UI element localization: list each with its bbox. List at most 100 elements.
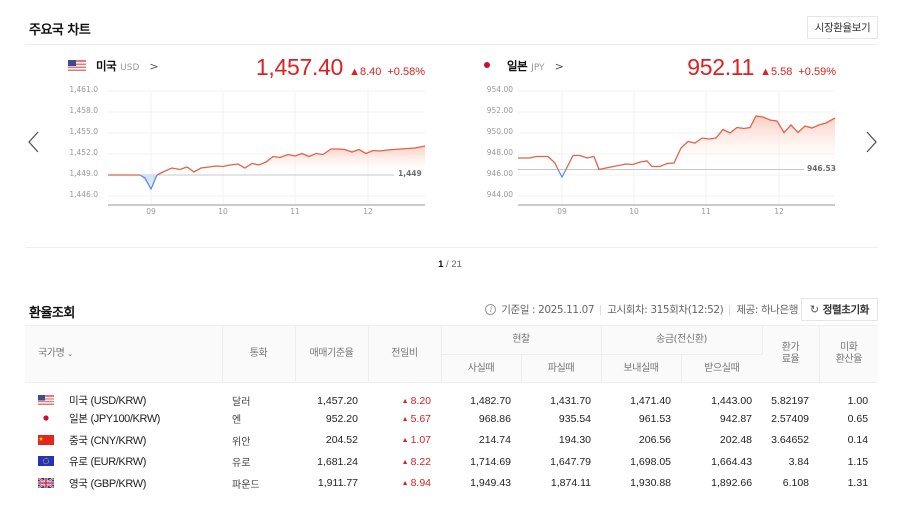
chart-price: 952.11 bbox=[687, 54, 755, 80]
x-tick: 11 bbox=[701, 207, 711, 216]
cash-sell: 935.54 bbox=[558, 412, 592, 425]
table-row[interactable]: 중국 (CNY/KRW) 위안 204.52 ▲ 1.07 214.74 194.… bbox=[25, 430, 878, 452]
pager-separator: / bbox=[443, 259, 452, 270]
chart-change: ▲5.58 bbox=[760, 66, 793, 78]
usd-rate: 1.31 bbox=[847, 477, 869, 490]
prev-day-change: ▲ 8.94 bbox=[401, 477, 431, 490]
x-tick: 12 bbox=[774, 207, 784, 216]
usd-rate: 1.15 bbox=[847, 455, 869, 468]
market-rate-button[interactable]: 시장환율보기 bbox=[807, 16, 878, 39]
table-row[interactable]: 일본 (JPY100/KRW) 엔 952.20 ▲ 5.67 968.86 93… bbox=[25, 408, 878, 430]
fee-rate: 3.64652 bbox=[771, 434, 810, 447]
col-cash: 현찰 bbox=[441, 325, 602, 355]
x-tick: 11 bbox=[290, 207, 300, 216]
info-icon[interactable]: i bbox=[485, 304, 497, 315]
chart-usd[interactable]: 1,461.0 1,458.0 1,455.0 1,452.0 1,449.0 … bbox=[60, 82, 440, 222]
y-tick: 1,458.0 bbox=[69, 106, 98, 115]
col-wire: 송금(전신환) bbox=[601, 325, 763, 355]
meta-separator bbox=[600, 304, 602, 315]
chevron-right-icon: > bbox=[554, 60, 564, 73]
col-wire-send: 보내실때 bbox=[601, 354, 682, 383]
base-rate: 1,911.77 bbox=[317, 477, 358, 490]
country-link[interactable]: 영국 (GBP/KRW) bbox=[69, 477, 146, 490]
carousel-next-button[interactable] bbox=[862, 127, 882, 157]
currency-name: 유로 bbox=[232, 458, 251, 470]
fee-rate: 3.84 bbox=[788, 455, 810, 468]
chart-country-link-jpy[interactable]: 일본 JPY > bbox=[507, 58, 564, 74]
cash-buy: 1,482.70 bbox=[470, 394, 511, 407]
rates-meta: i 기준일 : 2025.11.07 고시회차: 315회차(12:52) 제공… bbox=[485, 302, 798, 317]
currency-name: 달러 bbox=[232, 397, 251, 408]
country-link[interactable]: 일본 (JPY100/KRW) bbox=[69, 413, 161, 426]
y-tick: 1,461.0 bbox=[69, 85, 98, 94]
prev-day-change: ▲ 8.22 bbox=[401, 455, 431, 468]
cash-buy: 214.74 bbox=[478, 434, 511, 447]
cash-sell: 194.30 bbox=[558, 434, 592, 447]
x-tick: 10 bbox=[218, 207, 228, 216]
y-tick: 944.00 bbox=[486, 190, 513, 199]
col-country-sort[interactable]: 국가명 ⌄ bbox=[25, 325, 223, 383]
wire-send: 206.56 bbox=[638, 434, 672, 447]
base-date: 기준일 : 2025.11.07 bbox=[501, 304, 595, 316]
col-cash-buy: 사실때 bbox=[441, 354, 522, 383]
carousel-prev-button[interactable] bbox=[24, 127, 44, 157]
cn-flag-icon bbox=[38, 434, 54, 445]
y-tick: 1,449.0 bbox=[69, 169, 98, 178]
y-tick: 1,455.0 bbox=[69, 127, 98, 136]
chart-country-link-usd[interactable]: 미국 USD > bbox=[96, 58, 159, 74]
country-link[interactable]: 중국 (CNY/KRW) bbox=[69, 434, 146, 447]
y-tick: 954.00 bbox=[486, 85, 513, 94]
col-currency: 통화 bbox=[222, 325, 296, 383]
col-usd-rate: 미화 환산율 bbox=[819, 325, 879, 383]
reset-sort-label: 정렬초기화 bbox=[822, 304, 870, 316]
country-link[interactable]: 미국 (USD/KRW) bbox=[69, 395, 146, 407]
table-row[interactable]: 미국 (USD/KRW) 달러 1,457.20 ▲ 8.20 1,482.70 … bbox=[25, 383, 878, 408]
triangle-up-icon: ▲ bbox=[401, 397, 409, 405]
chart-jpy[interactable]: 954.00 952.00 950.00 948.00 946.00 944.0… bbox=[470, 82, 850, 222]
wire-send: 961.53 bbox=[638, 412, 672, 425]
chart-change: ▲8.40 bbox=[349, 66, 382, 78]
base-rate: 204.52 bbox=[325, 434, 358, 447]
triangle-up-icon: ▲ bbox=[401, 415, 409, 423]
prev-day-change: ▲ 1.07 bbox=[401, 434, 431, 447]
x-tick: 10 bbox=[629, 207, 639, 216]
cash-sell: 1,431.70 bbox=[550, 394, 592, 407]
wire-receive: 1,892.66 bbox=[711, 477, 753, 490]
y-tick: 950.00 bbox=[486, 127, 513, 136]
chart-change-pct: +0.59% bbox=[798, 66, 836, 78]
chevron-left-icon bbox=[28, 131, 39, 153]
provider: 제공: 하나은행 bbox=[736, 304, 798, 316]
fee-rate: 5.82197 bbox=[771, 394, 810, 407]
country-link[interactable]: 유로 (EUR/KRW) bbox=[69, 456, 146, 469]
prev-day-change: ▲ 5.67 bbox=[401, 412, 431, 425]
col-wire-receive: 받으실때 bbox=[681, 354, 763, 383]
exchange-rate-table: 국가명 ⌄ 통화 매매기준율 전일비 현찰 송금(전신환) 환가 료율 미화 환산율… bbox=[25, 325, 879, 495]
carousel-pager: 1 / 21 bbox=[0, 259, 900, 270]
triangle-up-icon: ▲ bbox=[401, 458, 409, 466]
wire-receive: 1,664.43 bbox=[711, 455, 753, 468]
cash-buy: 968.86 bbox=[478, 412, 511, 425]
jp-flag-icon bbox=[38, 413, 54, 424]
chart-card-usd-header: 미국 USD > 1,457.40 ▲8.40 +0.58% bbox=[68, 54, 428, 80]
chevron-right-icon bbox=[866, 131, 877, 153]
col-prev-day: 전일비 bbox=[368, 325, 442, 383]
line-chart-usd bbox=[108, 90, 426, 206]
wire-send: 1,930.88 bbox=[630, 477, 672, 490]
wire-send: 1,698.05 bbox=[630, 455, 672, 468]
chart-country-name: 미국 bbox=[96, 59, 117, 73]
x-tick: 09 bbox=[146, 207, 156, 216]
y-tick: 948.00 bbox=[486, 148, 513, 157]
cash-buy: 1,714.69 bbox=[470, 455, 511, 468]
currency-name: 위안 bbox=[232, 436, 251, 448]
rates-title: 환율조회 bbox=[29, 306, 75, 321]
page-title: 주요국 차트 bbox=[29, 23, 91, 38]
cash-buy: 1,949.43 bbox=[470, 477, 511, 490]
chevron-down-icon: ⌄ bbox=[67, 350, 73, 358]
wire-receive: 942.87 bbox=[719, 412, 753, 425]
reset-sort-button[interactable]: ↻ 정렬초기화 bbox=[801, 298, 878, 321]
chart-currency-code: JPY bbox=[531, 63, 545, 73]
fee-rate: 6.108 bbox=[782, 477, 810, 490]
table-row[interactable]: 유로 (EUR/KRW) 유로 1,681.24 ▲ 8.22 1,714.69 … bbox=[25, 451, 878, 473]
table-row[interactable]: 영국 (GBP/KRW) 파운드 1,911.77 ▲ 8.94 1,949.43… bbox=[25, 473, 878, 495]
usd-rate: 0.14 bbox=[847, 434, 869, 447]
